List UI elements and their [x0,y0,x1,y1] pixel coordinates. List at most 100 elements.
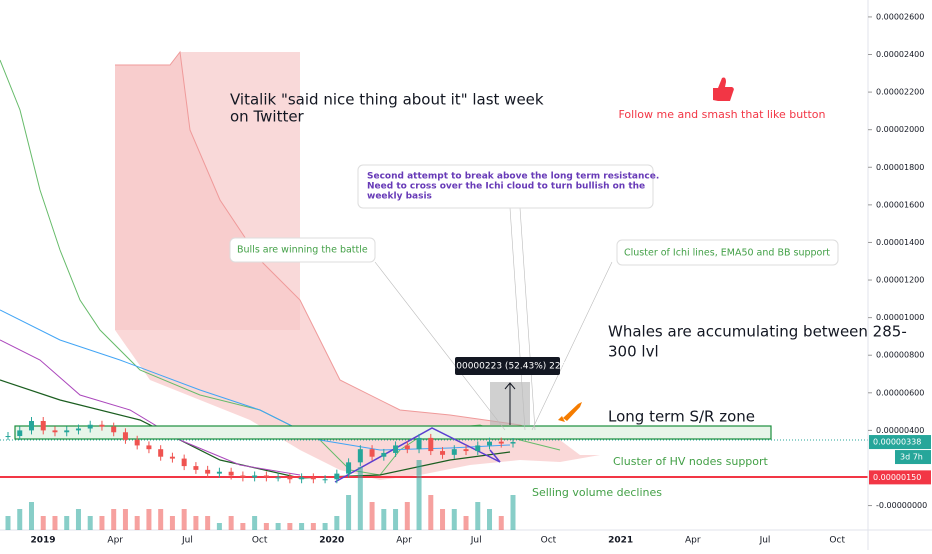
volume-bar [228,516,234,530]
volume-bar [510,495,516,530]
candle [263,475,269,478]
y-tick-label: 0.00001400 [876,238,924,247]
volume-bar [393,509,399,530]
x-tick-label: Jul [759,536,771,546]
volume-bar [75,509,81,530]
x-tick-label: Apr [396,536,412,546]
volume-bar [475,502,481,530]
y-tick-label: 0.00000600 [876,388,924,397]
volume-bar [158,509,164,530]
ema-line [0,379,511,479]
candle [193,466,199,470]
volume-bar [487,509,493,530]
measure-tooltip [455,357,560,375]
x-tick-label: Jul [181,536,193,546]
candle [40,420,46,431]
rocket-icon [558,402,582,422]
volume-bar [287,523,293,530]
y-tick-label: 0.00001600 [876,200,924,209]
volume-bar [357,467,363,530]
annotation: Long term S/R zone [608,408,755,426]
candle [28,420,34,431]
volume-bar [451,509,457,530]
volume-bar [428,495,434,530]
candle [451,449,457,455]
ema-line [0,309,511,451]
candle [181,458,187,467]
annotation: Selling volume declines [532,486,662,499]
y-tick-label: 0.00000400 [876,426,924,435]
candle [428,437,434,452]
volume-bar [369,502,375,530]
y-tick-label: 0.00001800 [876,163,924,172]
x-tick-label: Oct [829,536,845,546]
volume-bar [275,523,281,530]
volume-bar [463,516,469,530]
candle [346,462,352,474]
y-tick-label: 0.00001200 [876,276,924,285]
x-tick-label: 2020 [319,536,344,546]
volume-bar [40,516,46,530]
price-tag-label: 0.00000338 [873,438,921,447]
annotation: Cluster of HV nodes support [613,455,769,468]
candle [487,441,493,446]
candle [299,477,305,480]
annotation: 300 lvl [608,343,659,361]
x-tick-label: Jul [470,536,482,546]
price-tag-label: 0.00000150 [873,473,921,482]
candle [17,430,23,437]
kijun-line [0,339,301,476]
volume-bar [440,509,446,530]
candle [404,445,410,450]
candle [510,442,516,444]
volume-bar [87,516,93,530]
candle [64,430,70,433]
volume-bar [181,509,187,530]
note-box [229,237,376,263]
volume-bar [334,516,340,530]
sr-zone [14,425,772,440]
candle [169,456,175,459]
volume-bar [169,516,175,530]
note-box [357,164,654,209]
volume-bar [122,509,128,530]
annotation: Need to cross over the Ichi cloud to tur… [367,182,645,192]
volume-bar [263,523,269,530]
note-box [616,239,839,266]
y-tick-label: 0.00002400 [876,50,924,59]
volume-bar [216,523,222,530]
x-tick-label: Apr [107,536,123,546]
price-tag [869,435,931,450]
countdown-label: 3d 7h [900,453,923,462]
volume-bar [28,502,34,530]
volume-bar [134,516,140,530]
annotation: Bulls are winning the battle [237,245,368,256]
y-tick-label: -0.00000000 [876,501,927,510]
candle [393,445,399,453]
y-tick-label: 0.00002600 [876,12,924,21]
candle [158,449,164,457]
candle [87,424,93,429]
candle [111,426,117,433]
volume-bar [498,516,504,530]
y-tick-label: 0.00001000 [876,313,924,322]
candle [322,479,328,481]
candle [287,477,293,480]
volume-bar [111,509,117,530]
volume-bar [52,516,58,530]
ichimoku-cloud [115,52,600,480]
candle [146,445,152,450]
y-tick-label: 0.00002000 [876,125,924,134]
candle [498,441,504,444]
candle [357,449,363,463]
candle [416,437,422,450]
y-tick-label: 0.00002200 [876,88,924,97]
x-tick-label: 2019 [30,536,55,546]
volume-bar [322,523,328,530]
cloud-edge [115,50,561,441]
volume-bar [205,516,211,530]
volume-bar [146,509,152,530]
candle [52,430,58,433]
candle [275,477,281,479]
